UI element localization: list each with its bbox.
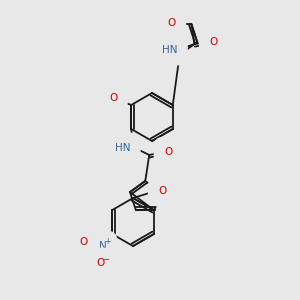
Text: O: O [109, 93, 117, 103]
Text: O: O [79, 237, 87, 247]
Text: O: O [209, 37, 217, 47]
Text: −: − [102, 256, 109, 265]
Text: O: O [158, 186, 166, 196]
Text: N: N [99, 241, 107, 251]
Text: O: O [96, 258, 104, 268]
Text: HN: HN [115, 143, 130, 153]
Text: HN: HN [162, 45, 177, 55]
Text: O: O [167, 18, 176, 28]
Text: +: + [104, 237, 110, 246]
Text: O: O [164, 147, 172, 157]
